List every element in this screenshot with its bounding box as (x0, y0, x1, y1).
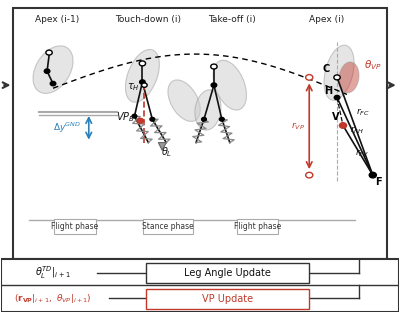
Ellipse shape (33, 46, 73, 94)
Circle shape (340, 123, 346, 128)
Circle shape (140, 80, 145, 84)
Text: $r_{FC}$: $r_{FC}$ (356, 106, 370, 118)
Ellipse shape (213, 60, 246, 110)
Text: H: H (324, 86, 332, 96)
Text: $r_{FV}$: $r_{FV}$ (355, 148, 369, 159)
Text: Leg Angle Update: Leg Angle Update (184, 268, 271, 278)
Circle shape (306, 74, 313, 80)
Text: VP Update: VP Update (202, 294, 253, 304)
Ellipse shape (126, 49, 159, 102)
Circle shape (137, 118, 144, 123)
Text: Flight phase: Flight phase (51, 222, 98, 231)
Text: $\theta_L^{TD}|_{i+1}$: $\theta_L^{TD}|_{i+1}$ (35, 264, 71, 281)
Text: $\theta_{VP}$: $\theta_{VP}$ (364, 58, 381, 72)
Circle shape (220, 117, 224, 121)
Text: Touch-down (i): Touch-down (i) (115, 15, 181, 24)
Circle shape (369, 172, 376, 178)
Ellipse shape (324, 45, 354, 100)
Text: F: F (376, 177, 382, 187)
Circle shape (142, 83, 147, 87)
Ellipse shape (339, 62, 359, 93)
Text: Apex (i-1): Apex (i-1) (35, 15, 79, 24)
Text: $r_{VP}$: $r_{VP}$ (292, 121, 305, 132)
Text: $\tau_H$: $\tau_H$ (127, 81, 140, 93)
FancyBboxPatch shape (146, 263, 309, 283)
Circle shape (211, 64, 217, 69)
Text: Apex (i): Apex (i) (310, 15, 345, 24)
FancyBboxPatch shape (146, 289, 309, 310)
Text: $(\mathbf{r_{VP}}|_{i+1},\ \theta_{VP}|_{i+1})$: $(\mathbf{r_{VP}}|_{i+1},\ \theta_{VP}|_… (14, 292, 92, 305)
Text: C: C (323, 64, 330, 74)
Ellipse shape (195, 90, 221, 130)
Text: V: V (332, 112, 340, 122)
Circle shape (50, 81, 56, 86)
FancyBboxPatch shape (54, 219, 96, 234)
Circle shape (46, 50, 52, 55)
Circle shape (202, 117, 206, 121)
Text: $\Delta y^{GND}$: $\Delta y^{GND}$ (53, 121, 81, 135)
Circle shape (44, 69, 50, 73)
Circle shape (306, 172, 313, 178)
Text: Take-off (i): Take-off (i) (208, 15, 256, 24)
Text: $\theta_L$: $\theta_L$ (160, 146, 172, 159)
Text: $r_{FH}$: $r_{FH}$ (350, 124, 364, 136)
Circle shape (150, 117, 155, 121)
Circle shape (211, 83, 217, 87)
Text: Flight phase: Flight phase (234, 222, 281, 231)
Text: Stance phase: Stance phase (142, 222, 194, 231)
Polygon shape (158, 142, 166, 150)
Ellipse shape (168, 80, 200, 121)
FancyBboxPatch shape (13, 8, 387, 259)
Circle shape (334, 75, 340, 80)
Circle shape (132, 114, 137, 118)
Text: $VP_B$: $VP_B$ (116, 110, 134, 124)
FancyBboxPatch shape (143, 219, 193, 234)
Circle shape (334, 95, 340, 100)
Circle shape (139, 61, 146, 66)
FancyBboxPatch shape (237, 219, 278, 234)
FancyBboxPatch shape (1, 259, 399, 312)
